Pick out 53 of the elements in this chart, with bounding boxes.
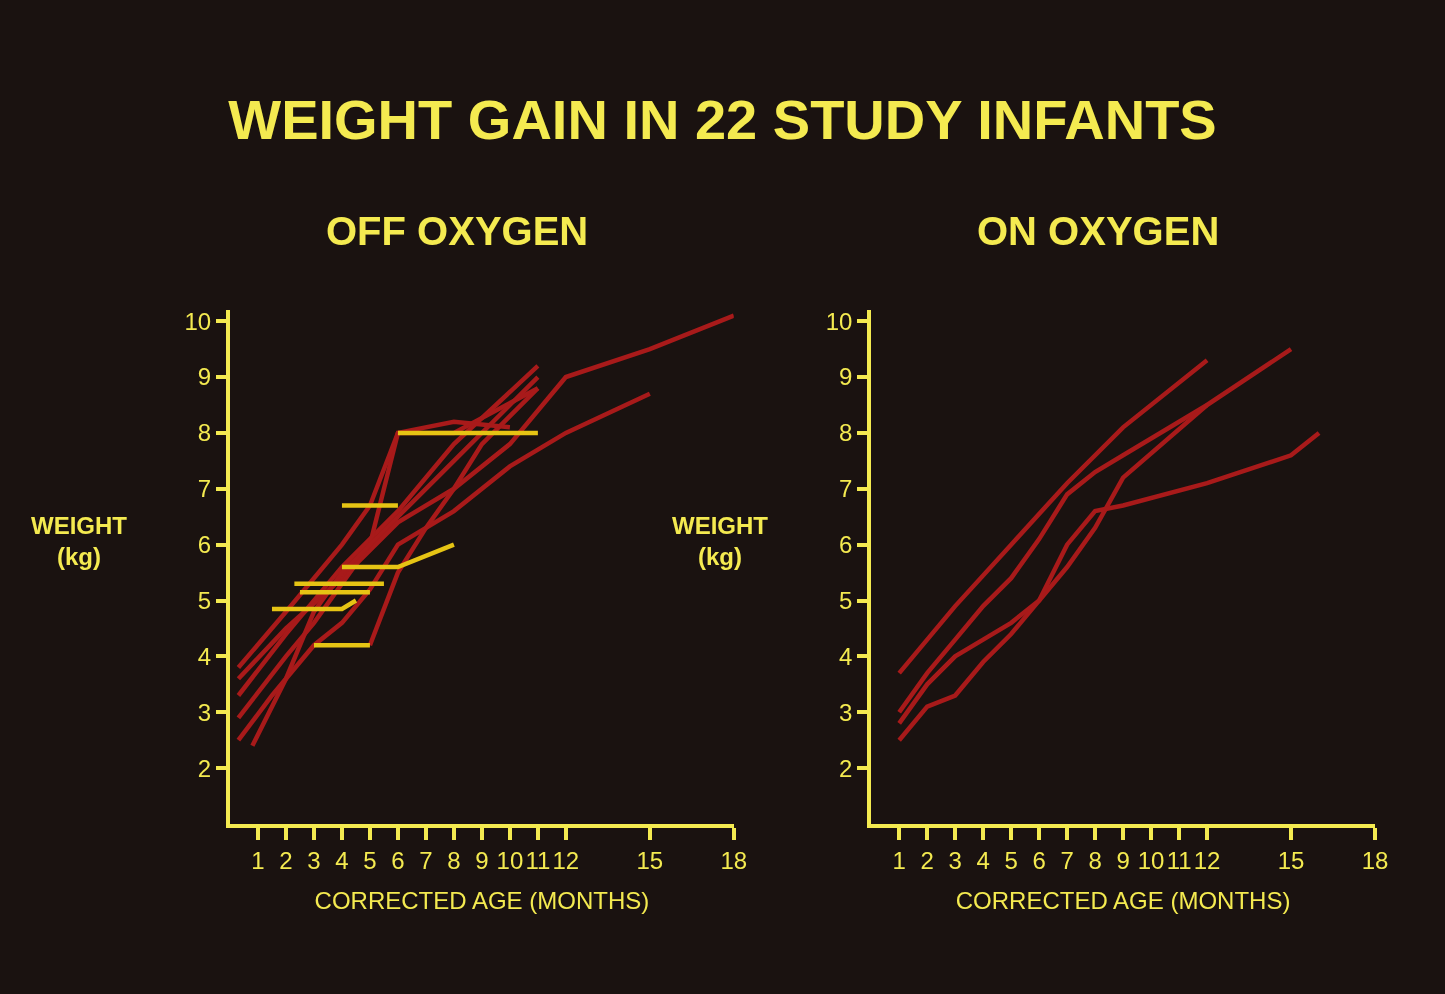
x-tick-label: 11 bbox=[1166, 846, 1192, 874]
x-axis-title: CORRECTED AGE (MONTHS) bbox=[955, 886, 1291, 914]
y-tick-label: 7 bbox=[197, 475, 212, 503]
x-tick-label: 7 bbox=[1060, 846, 1074, 874]
x-tick-label: 6 bbox=[1032, 846, 1046, 874]
x-tick-label: 8 bbox=[447, 846, 461, 874]
y-tick-label: 6 bbox=[197, 531, 212, 559]
x-tick-label: 3 bbox=[948, 846, 962, 874]
y-tick-label: 4 bbox=[197, 642, 212, 670]
x-tick-label: 4 bbox=[335, 846, 349, 874]
x-tick-label: 11 bbox=[525, 846, 551, 874]
x-tick-label: 9 bbox=[1116, 846, 1130, 874]
y-tick-label: 5 bbox=[839, 586, 853, 614]
chart-subtitle: ON OXYGEN bbox=[977, 209, 1220, 253]
y-tick-label: 8 bbox=[839, 419, 853, 447]
x-axis-title: CORRECTED AGE (MONTHS) bbox=[314, 886, 650, 914]
chart-subtitle: OFF OXYGEN bbox=[326, 209, 589, 253]
y-tick-label: 3 bbox=[839, 698, 853, 726]
x-tick-label: 15 bbox=[1277, 846, 1305, 874]
x-tick-label: 18 bbox=[720, 846, 748, 874]
y-tick-label: 7 bbox=[839, 475, 853, 503]
x-tick-label: 12 bbox=[1193, 846, 1221, 874]
x-tick-label: 18 bbox=[1361, 846, 1389, 874]
x-tick-label: 12 bbox=[552, 846, 580, 874]
x-tick-label: 10 bbox=[1137, 846, 1165, 874]
y-tick-label: 5 bbox=[197, 586, 212, 614]
chart-title: WEIGHT GAIN IN 22 STUDY INFANTS bbox=[228, 87, 1217, 151]
x-tick-label: 15 bbox=[636, 846, 664, 874]
y-tick-label: 10 bbox=[184, 307, 212, 335]
x-tick-label: 5 bbox=[363, 846, 377, 874]
x-tick-label: 8 bbox=[1088, 846, 1102, 874]
x-tick-label: 3 bbox=[307, 846, 321, 874]
y-tick-label: 4 bbox=[839, 642, 853, 670]
y-tick-label: 9 bbox=[197, 363, 212, 391]
x-tick-label: 4 bbox=[976, 846, 990, 874]
x-tick-label: 2 bbox=[279, 846, 293, 874]
y-tick-label: 10 bbox=[825, 307, 853, 335]
y-tick-label: 6 bbox=[839, 531, 853, 559]
x-tick-label: 9 bbox=[475, 846, 489, 874]
y-axis-title: WEIGHT (kg) bbox=[672, 512, 769, 571]
y-tick-label: 3 bbox=[197, 698, 212, 726]
x-tick-label: 7 bbox=[419, 846, 433, 874]
x-tick-label: 10 bbox=[496, 846, 524, 874]
y-tick-label: 8 bbox=[197, 419, 212, 447]
x-tick-label: 2 bbox=[920, 846, 934, 874]
x-tick-label: 6 bbox=[391, 846, 405, 874]
x-tick-label: 5 bbox=[1004, 846, 1018, 874]
y-tick-label: 2 bbox=[839, 754, 853, 782]
x-tick-label: 1 bbox=[251, 846, 265, 874]
y-axis-title: WEIGHT (kg) bbox=[31, 512, 128, 571]
y-tick-label: 9 bbox=[839, 363, 853, 391]
y-tick-label: 2 bbox=[197, 754, 212, 782]
x-tick-label: 1 bbox=[892, 846, 906, 874]
